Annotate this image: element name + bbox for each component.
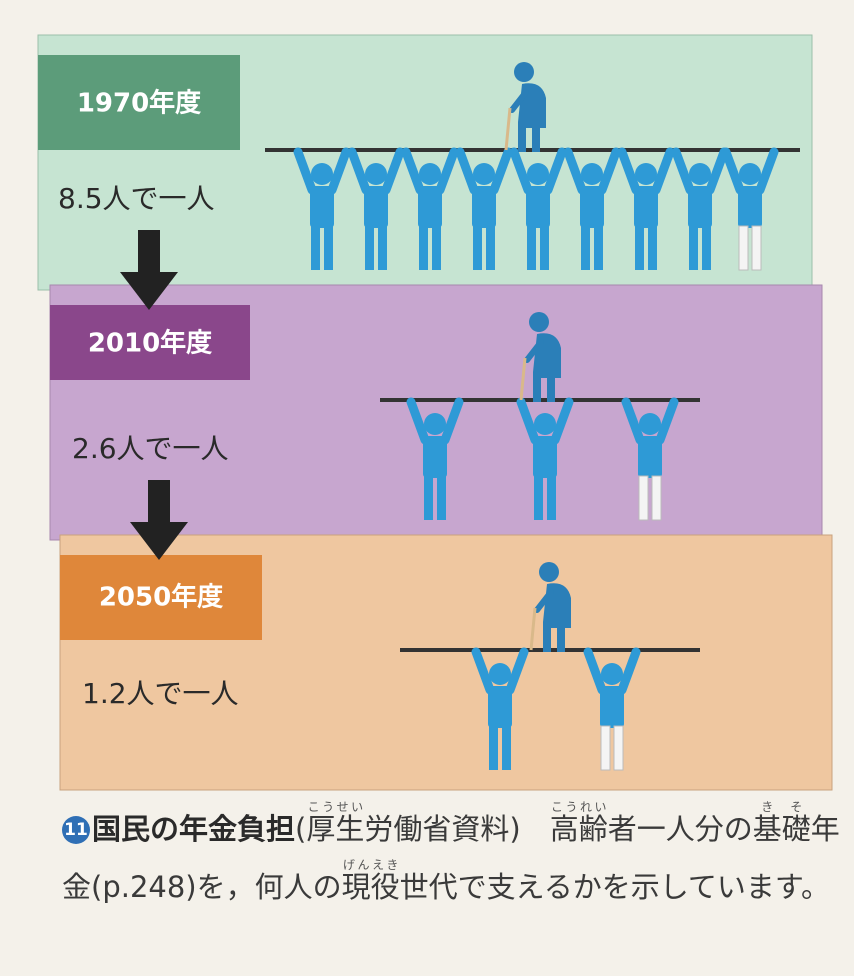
- torso: [634, 186, 658, 228]
- leg: [324, 226, 333, 270]
- head: [539, 562, 559, 582]
- leg: [365, 226, 374, 270]
- year-label: 2050年度: [99, 582, 223, 613]
- leg: [486, 226, 495, 270]
- head: [635, 163, 657, 185]
- head: [689, 163, 711, 185]
- ruby-base: 高齢: [550, 812, 608, 846]
- leg: [648, 226, 657, 270]
- torso: [533, 436, 557, 478]
- head: [419, 163, 441, 185]
- leg: [378, 226, 387, 270]
- leg: [489, 726, 498, 770]
- caption-text: 者一人分の: [608, 812, 753, 846]
- torso: [418, 186, 442, 228]
- furigana: こうせい: [306, 800, 364, 814]
- leg: [311, 226, 320, 270]
- ruby-base: 現役: [342, 870, 400, 904]
- head: [529, 312, 549, 332]
- caption-number: 11: [62, 816, 90, 844]
- head: [534, 413, 556, 435]
- leg: [540, 226, 549, 270]
- torso: [688, 186, 712, 228]
- leg: [419, 226, 428, 270]
- ruby-base: 厚生: [306, 812, 364, 846]
- leg: [702, 226, 711, 270]
- head: [311, 163, 333, 185]
- torso: [738, 186, 762, 228]
- torso: [488, 686, 512, 728]
- leg: [639, 476, 648, 520]
- caption-text: 労働省資料): [364, 812, 549, 846]
- diagram: 1970年度 8.5人で一人 2010年度 2.6人で一人 2050年度 1.2…: [0, 0, 854, 800]
- furigana: こうれい: [550, 800, 608, 814]
- page: 1970年度 8.5人で一人 2010年度 2.6人で一人 2050年度 1.2…: [0, 0, 854, 976]
- ratio-label: 1.2人で一人: [82, 677, 239, 710]
- leg: [739, 226, 748, 270]
- torso: [310, 186, 334, 228]
- leg: [437, 476, 446, 520]
- head: [527, 163, 549, 185]
- torso: [472, 186, 496, 228]
- caption-title: 国民の年金負担: [92, 812, 295, 846]
- torso: [600, 686, 624, 728]
- leg: [614, 726, 623, 770]
- leg: [594, 226, 603, 270]
- page-body: {"panels":[ {"year":"1970年度","ratio":"8.…: [0, 0, 854, 976]
- head: [581, 163, 603, 185]
- year-label: 1970年度: [77, 88, 201, 119]
- leg: [601, 726, 610, 770]
- head: [365, 163, 387, 185]
- leg: [652, 476, 661, 520]
- furigana: きそ: [753, 800, 811, 814]
- leg: [432, 226, 441, 270]
- torso: [526, 186, 550, 228]
- torso: [580, 186, 604, 228]
- leg: [752, 226, 761, 270]
- leg: [527, 226, 536, 270]
- head: [473, 163, 495, 185]
- caption-text: 世代で支えるかを示しています。: [400, 870, 830, 904]
- ratio-label: 8.5人で一人: [58, 182, 215, 215]
- ruby: 高齢こうれい: [550, 812, 608, 846]
- leg: [502, 726, 511, 770]
- furigana: げんえき: [342, 858, 400, 872]
- ruby: 現役げんえき: [342, 870, 400, 904]
- head: [489, 663, 511, 685]
- leg: [689, 226, 698, 270]
- caption-text: (: [295, 812, 306, 846]
- ruby: 厚生こうせい: [306, 812, 364, 846]
- torso: [364, 186, 388, 228]
- torso: [638, 436, 662, 478]
- leg: [424, 476, 433, 520]
- head: [739, 163, 761, 185]
- head: [601, 663, 623, 685]
- ruby: 基礎きそ: [753, 812, 811, 846]
- leg: [534, 476, 543, 520]
- leg: [581, 226, 590, 270]
- ruby-base: 基礎: [753, 812, 811, 846]
- year-label: 2010年度: [88, 328, 212, 359]
- torso: [423, 436, 447, 478]
- head: [514, 62, 534, 82]
- head: [639, 413, 661, 435]
- leg: [547, 476, 556, 520]
- leg: [635, 226, 644, 270]
- leg: [473, 226, 482, 270]
- ratio-label: 2.6人で一人: [72, 432, 229, 465]
- head: [424, 413, 446, 435]
